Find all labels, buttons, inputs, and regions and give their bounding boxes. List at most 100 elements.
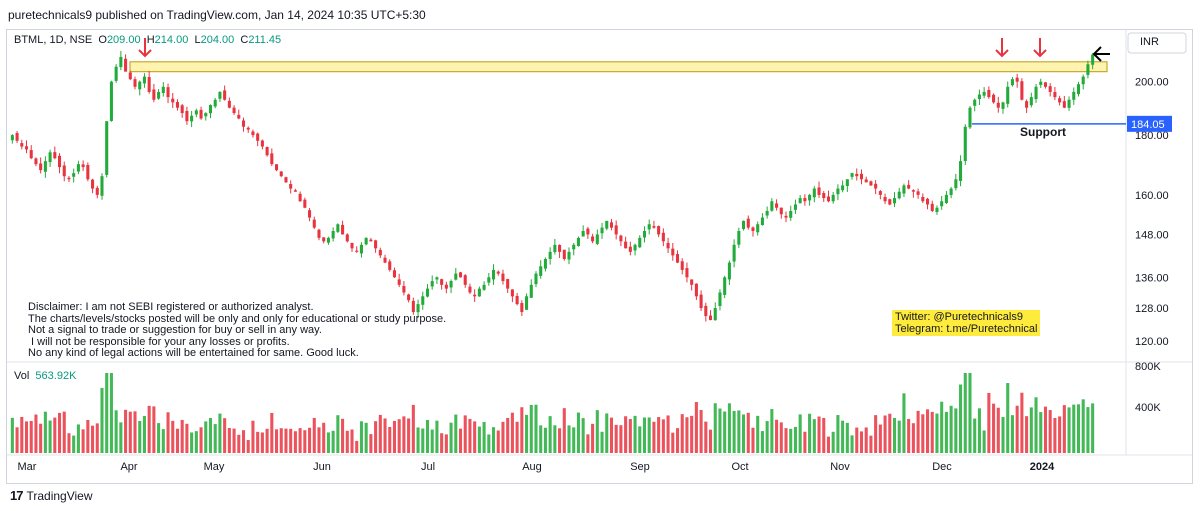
- candle-body: [81, 164, 85, 168]
- candle-body: [996, 102, 1000, 108]
- candle-body: [454, 273, 458, 280]
- volume-bar: [336, 415, 340, 453]
- candle-body: [293, 190, 297, 192]
- candle-body: [760, 217, 764, 226]
- price-tag: 184.05: [1131, 119, 1165, 131]
- volume-bar: [109, 373, 113, 453]
- candle-body: [708, 315, 713, 321]
- volume-bar: [836, 415, 840, 453]
- volume-bar: [246, 440, 250, 453]
- volume-tick-label: 400K: [1135, 402, 1161, 414]
- x-tick-label: Nov: [830, 461, 850, 473]
- volume-bar: [124, 409, 128, 453]
- resistance-zone: [129, 61, 1108, 73]
- volume-bar: [152, 406, 156, 453]
- candle-body: [539, 266, 543, 276]
- candle-body: [1067, 99, 1071, 108]
- candle-body: [166, 87, 170, 98]
- volume-bar: [713, 403, 717, 453]
- volume-bar: [793, 426, 797, 453]
- candle-body: [138, 81, 142, 90]
- candle-body: [411, 300, 415, 313]
- volume-bar: [67, 433, 71, 453]
- candle-body: [105, 121, 109, 175]
- candle-body: [647, 224, 651, 230]
- volume-bar: [831, 431, 835, 453]
- volume-bar: [322, 422, 326, 453]
- candle-body: [775, 203, 779, 208]
- candle-body: [944, 194, 948, 203]
- volume-bar: [397, 419, 401, 453]
- volume-bar: [581, 418, 585, 453]
- x-tick-label: Aug: [522, 461, 542, 473]
- volume-bar: [704, 421, 708, 453]
- candle-body: [29, 150, 33, 159]
- candle-body: [784, 215, 788, 218]
- volume-bar: [91, 425, 95, 453]
- volume-bar: [100, 387, 104, 453]
- volume-bar: [963, 373, 967, 453]
- volume-bar: [756, 415, 760, 453]
- volume-bar: [274, 429, 279, 453]
- volume-bar: [1039, 412, 1043, 453]
- volume-bar: [1076, 404, 1081, 453]
- volume-bar: [1025, 416, 1029, 453]
- candle-body: [855, 173, 859, 177]
- candle-body: [43, 161, 47, 172]
- volume-bar: [959, 384, 963, 453]
- candle-body: [185, 110, 189, 122]
- volume-bar: [675, 428, 680, 453]
- volume-bar: [317, 427, 321, 453]
- candle-body: [765, 210, 769, 216]
- candle-body: [666, 242, 670, 249]
- candle-body: [274, 164, 279, 171]
- volume-bar: [624, 416, 628, 453]
- candle-body: [911, 190, 915, 192]
- volume-bar: [1067, 407, 1071, 453]
- volume-bar: [982, 430, 986, 453]
- volume-bar: [591, 423, 595, 453]
- candle-body: [232, 107, 236, 114]
- volume-bar: [1072, 404, 1076, 453]
- candle-body: [959, 161, 963, 181]
- volume-bar: [864, 427, 868, 453]
- symbol-label[interactable]: BTML, 1D, NSE: [14, 34, 93, 46]
- volume-bar: [954, 408, 958, 453]
- volume-bar: [633, 415, 637, 453]
- volume-bar: [888, 413, 892, 453]
- candle-body: [742, 220, 746, 230]
- candle-body: [223, 90, 227, 100]
- candle-body: [308, 210, 312, 218]
- volume-bar: [685, 417, 689, 453]
- candle-body: [1006, 86, 1010, 104]
- volume-bar: [279, 428, 283, 453]
- candle-body: [270, 153, 274, 165]
- candle-body: [402, 285, 406, 293]
- candle-body: [803, 198, 807, 202]
- candle-body: [251, 131, 255, 136]
- volume-bar: [208, 418, 213, 453]
- candle-body: [1039, 81, 1043, 85]
- volume-bar: [737, 410, 741, 453]
- footer-brand[interactable]: TradingView: [26, 488, 93, 503]
- volume-bar: [15, 427, 19, 453]
- candle-body: [600, 227, 604, 234]
- candle-body: [491, 269, 496, 280]
- volume-bar: [1001, 417, 1005, 453]
- candle-body: [850, 173, 854, 177]
- volume-bar: [53, 417, 57, 453]
- volume-legend: Vol 563.92K: [14, 370, 76, 382]
- volume-bar: [742, 414, 746, 453]
- candle-body: [501, 273, 505, 282]
- high-label: H: [146, 34, 155, 46]
- volume-bar: [72, 435, 76, 453]
- candle-body: [732, 244, 736, 262]
- candle-body: [20, 143, 24, 147]
- candle-body: [204, 113, 208, 117]
- candle-body: [190, 115, 194, 122]
- candle-body: [548, 251, 552, 260]
- candle-body: [444, 284, 448, 289]
- footer: 17 TradingView: [10, 488, 93, 503]
- volume-bar: [586, 434, 590, 453]
